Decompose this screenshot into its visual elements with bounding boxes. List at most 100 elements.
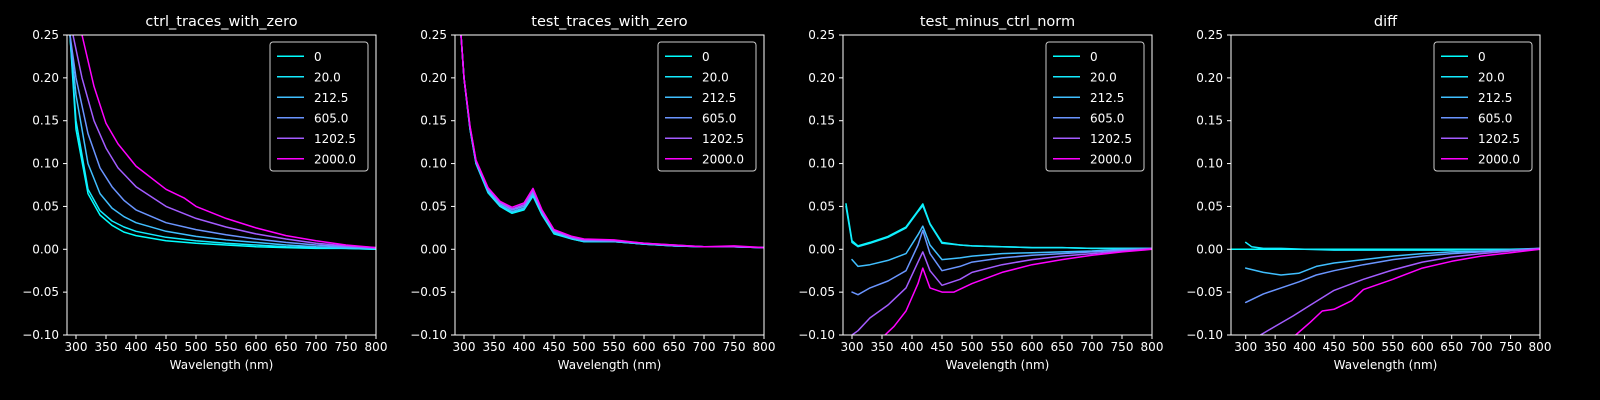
y-tick-label: 0.15 [420,114,447,128]
axes-frame [454,34,765,336]
x-axis-label: Wavelength (nm) [170,358,274,372]
x-tick-label: 800 [753,340,776,354]
x-axis-label: Wavelength (nm) [558,358,662,372]
y-tick-label: 0.15 [808,114,835,128]
y-tick-label: 0.05 [808,199,835,213]
y-tick-label: 0.20 [1196,71,1223,85]
plot-area [1231,241,1540,335]
x-tick-label: 800 [1141,340,1164,354]
subplot-4: 300 350 400 450 500 550 600 650 700 750 800 −0.10 −0… [1186,14,1551,372]
legend-label: 1202.5 [314,132,356,146]
x-tick-label: 750 [335,340,358,354]
x-tick-label: 800 [365,340,388,354]
y-tick-label: 0.05 [420,199,447,213]
y-tick-label: −0.05 [22,285,59,299]
y-tick-label: 0.25 [32,28,59,42]
x-tick-label: 750 [1499,340,1522,354]
y-tick-label: 0.00 [808,242,835,256]
legend-label: 2000.0 [314,152,356,166]
legend-label: 1202.5 [1090,132,1132,146]
y-tick-label: 0.25 [808,28,835,42]
y-tick-label: 0.05 [1196,199,1223,213]
x-tick-label: 600 [1021,340,1044,354]
x-axis-label: Wavelength (nm) [1334,358,1438,372]
axes-frame [842,34,1153,336]
plot-area [460,35,764,249]
x-tick-label: 550 [603,340,626,354]
x-tick-label: 500 [573,340,596,354]
series-line-5 [1294,248,1540,335]
y-tick-label: −0.05 [410,285,447,299]
legend-label: 605.0 [1090,111,1124,125]
legend-label: 605.0 [702,111,736,125]
y-tick-label: −0.10 [1186,328,1223,342]
x-tick-label: 800 [1529,340,1552,354]
legend-label: 2000.0 [1090,152,1132,166]
x-tick-label: 300 [453,340,476,354]
y-tick-label: 0.10 [32,157,59,171]
legend-label: 2000.0 [1478,152,1520,166]
y-tick-label: 0.20 [808,71,835,85]
x-tick-label: 350 [95,340,118,354]
series-line-2 [1244,248,1540,276]
x-tick-label: 700 [1470,340,1493,354]
x-tick-label: 600 [1411,340,1434,354]
legend-label: 0 [702,50,710,64]
x-tick-label: 450 [543,340,566,354]
series-line-3 [851,229,1152,296]
legend: 0 20.0 212.5 605.0 1202.5 2000.0 [1045,41,1145,172]
x-tick-label: 550 [1381,340,1404,354]
y-tick-label: 0.00 [420,242,447,256]
x-tick-label: 650 [663,340,686,354]
legend-label: 1202.5 [702,132,744,146]
series-line-1 [69,35,376,251]
x-tick-label: 350 [1264,340,1287,354]
x-tick-label: 500 [185,340,208,354]
legend-label: 20.0 [1478,70,1505,84]
x-tick-label: 700 [693,340,716,354]
x-tick-label: 600 [245,340,268,354]
legend-label: 212.5 [1090,91,1124,105]
x-tick-label: 350 [483,340,506,354]
x-tick-label: 350 [871,340,894,354]
axes-frame [66,34,377,336]
legend-label: 212.5 [702,91,736,105]
legend: 0 20.0 212.5 605.0 1202.5 2000.0 [1433,41,1533,172]
chart-title: ctrl_traces_with_zero [145,14,297,30]
legend: 0 20.0 212.5 605.0 1202.5 2000.0 [269,41,369,172]
x-tick-label: 500 [961,340,984,354]
x-tick-label: 450 [1323,340,1346,354]
x-tick-label: 300 [65,340,88,354]
y-tick-label: −0.05 [798,285,835,299]
legend-label: 212.5 [314,91,348,105]
x-tick-label: 700 [305,340,328,354]
chart-title: test_minus_ctrl_norm [920,14,1075,30]
legend-label: 20.0 [314,70,341,84]
subplot-1: 300 350 400 450 500 550 600 650 700 750 800 −0.10 −0… [22,14,387,372]
series-line-4 [851,247,1152,335]
series-line-5 [884,248,1152,335]
legend-label: 0 [314,50,322,64]
y-tick-label: −0.10 [798,328,835,342]
legend-label: 605.0 [1478,111,1512,125]
x-tick-label: 400 [125,340,148,354]
x-axis-label: Wavelength (nm) [946,358,1050,372]
y-tick-label: 0.05 [32,199,59,213]
series-line-1 [1244,241,1540,251]
legend-label: 605.0 [314,111,348,125]
y-tick-label: 0.20 [420,71,447,85]
y-tick-label: 0.20 [32,71,59,85]
x-tick-label: 400 [1293,340,1316,354]
series-line-4 [72,35,376,249]
y-tick-label: 0.10 [1196,157,1223,171]
y-tick-label: −0.05 [1186,285,1223,299]
legend-label: 20.0 [1090,70,1117,84]
x-tick-label: 450 [155,340,178,354]
series-line-0 [69,35,376,251]
chart-title: test_traces_with_zero [531,14,688,30]
legend-label: 20.0 [702,70,729,84]
y-tick-label: 0.00 [1196,242,1223,256]
x-tick-label: 500 [1352,340,1375,354]
y-tick-label: −0.10 [22,328,59,342]
